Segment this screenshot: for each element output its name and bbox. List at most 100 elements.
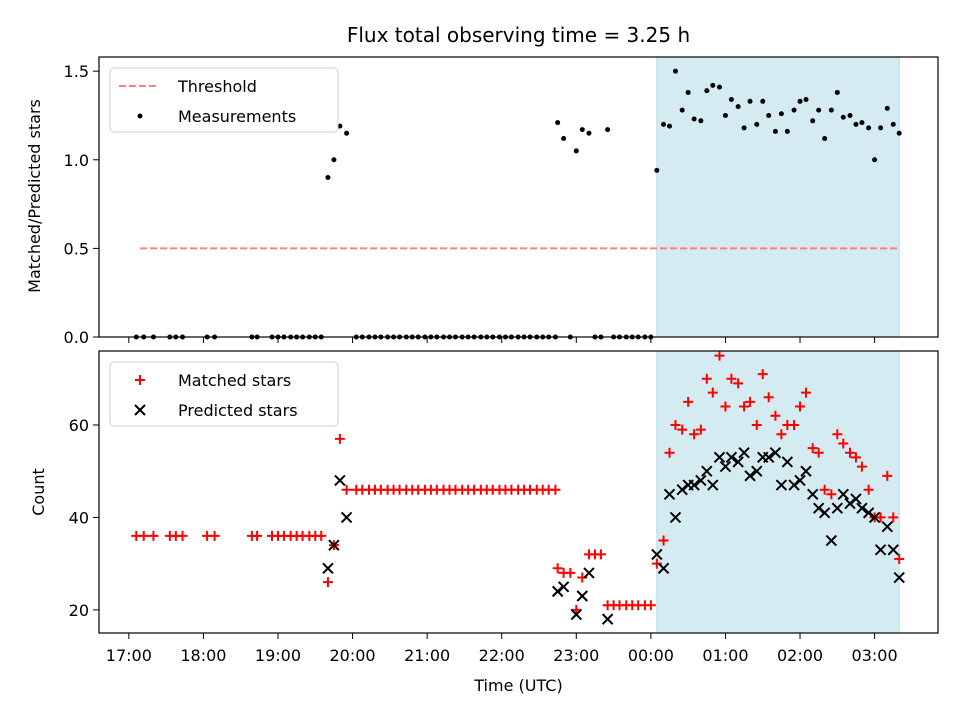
matched-star-point xyxy=(894,554,905,565)
matched-star-point xyxy=(751,419,762,430)
predicted-star-point xyxy=(794,474,806,487)
x-tick-label: 19:00 xyxy=(255,646,301,665)
predicted-star-point xyxy=(781,456,794,468)
measurement-point xyxy=(828,107,834,113)
legend-measurement-swatch xyxy=(137,113,143,119)
measurement-point xyxy=(325,175,331,181)
matched-star-point xyxy=(701,373,712,384)
measurement-point xyxy=(555,120,561,126)
measurement-point xyxy=(679,107,685,113)
y-tick-label: 60 xyxy=(69,416,89,435)
matched-star-point xyxy=(726,373,737,384)
matched-star-point xyxy=(334,433,345,444)
matched-star-point xyxy=(850,452,861,463)
matched-star-point xyxy=(813,447,824,458)
predicted-star-point xyxy=(725,451,738,464)
matched-star-point xyxy=(838,438,849,449)
x-tick-label: 22:00 xyxy=(479,646,525,665)
predicted-star-point xyxy=(807,488,819,501)
x-tick-label: 17:00 xyxy=(106,646,152,665)
predicted-star-point xyxy=(719,460,732,473)
measurement-point xyxy=(561,136,567,142)
matched-star-point xyxy=(683,396,694,407)
matched-star-point xyxy=(148,530,159,541)
measurement-point xyxy=(331,157,337,163)
predicted-star-point xyxy=(669,511,682,524)
measurement-point xyxy=(797,98,803,104)
predicted-star-point xyxy=(856,502,868,514)
matched-star-point xyxy=(800,387,811,398)
matched-star-point xyxy=(316,530,327,541)
predicted-star-point xyxy=(576,590,588,602)
matched-star-point xyxy=(882,470,893,481)
matched-star-point xyxy=(763,392,774,403)
legend-matched-swatch xyxy=(135,375,145,385)
predicted-star-point xyxy=(837,488,849,501)
observing-window-region xyxy=(656,350,900,634)
predicted-star-point xyxy=(800,465,812,477)
y-tick-label: 40 xyxy=(69,508,89,527)
matched-star-point xyxy=(807,443,818,454)
measurement-point xyxy=(716,84,722,90)
predicted-star-point xyxy=(651,548,663,561)
measurement-point xyxy=(890,121,896,127)
matched-star-point xyxy=(776,429,787,440)
measurement-point xyxy=(747,98,753,104)
matched-star-point xyxy=(322,577,333,588)
matched-star-point xyxy=(252,530,263,541)
matched-star-point xyxy=(888,512,899,523)
axes-frame xyxy=(98,350,939,634)
measurement-point xyxy=(766,112,772,118)
predicted-star-point xyxy=(695,474,707,487)
measurement-point xyxy=(754,121,760,127)
bottom-panel: 20 40 60 17:00 18:00 19:00 20:00 21:00 22:00 23:0… xyxy=(69,350,939,665)
matched-star-point xyxy=(795,401,806,412)
measurement-point xyxy=(722,112,728,118)
observing-window-region xyxy=(656,56,900,338)
predicted-star-point xyxy=(887,544,899,556)
predicted-star-point xyxy=(557,581,570,593)
measurement-point xyxy=(685,89,691,95)
x-tick-label: 03:00 xyxy=(852,646,898,665)
matched-star-point xyxy=(826,489,837,500)
legend-entry-label: Measurements xyxy=(178,107,296,126)
measurement-point xyxy=(698,118,704,124)
matched-star-point xyxy=(177,530,188,541)
y-tick-label: 1.0 xyxy=(64,151,89,170)
predicted-star-point xyxy=(874,544,887,556)
matched-star-point xyxy=(863,484,874,495)
measurement-point xyxy=(834,89,840,95)
matched-star-point xyxy=(720,401,731,412)
predicted-star-point xyxy=(663,488,676,501)
matched-star-point xyxy=(739,401,750,412)
measurement-point xyxy=(691,116,697,122)
matched-star-point xyxy=(677,424,688,435)
predicted-star-point xyxy=(732,456,744,468)
measurement-point xyxy=(810,118,816,124)
predicted-star-point xyxy=(818,507,831,519)
measurement-point xyxy=(803,97,809,103)
predicted-star-point xyxy=(657,562,670,574)
top-y-axis-label: Matched/Predicted stars xyxy=(25,99,44,293)
measurement-point xyxy=(859,120,865,126)
predicted-star-point xyxy=(763,451,775,464)
measurement-point xyxy=(337,123,343,129)
matched-star-point xyxy=(658,535,669,546)
legend-entry-label: Predicted stars xyxy=(178,401,298,420)
measurement-point xyxy=(760,98,766,104)
measurement-point xyxy=(822,136,828,142)
y-tick-label: 1.5 xyxy=(64,62,89,81)
measurement-point xyxy=(728,97,734,103)
predicted-star-point xyxy=(893,571,905,584)
matched-star-point xyxy=(689,429,700,440)
x-axis-label: Time (UTC) xyxy=(473,676,562,695)
bottom-y-axis-label: Count xyxy=(29,468,48,516)
matched-star-point xyxy=(595,549,606,560)
measurement-point xyxy=(853,121,859,127)
legend-entry-label: Matched stars xyxy=(178,371,291,390)
predicted-star-point xyxy=(775,479,788,491)
predicted-star-point xyxy=(825,534,838,547)
x-tick-label: 21:00 xyxy=(404,646,450,665)
measurement-point xyxy=(778,111,784,117)
